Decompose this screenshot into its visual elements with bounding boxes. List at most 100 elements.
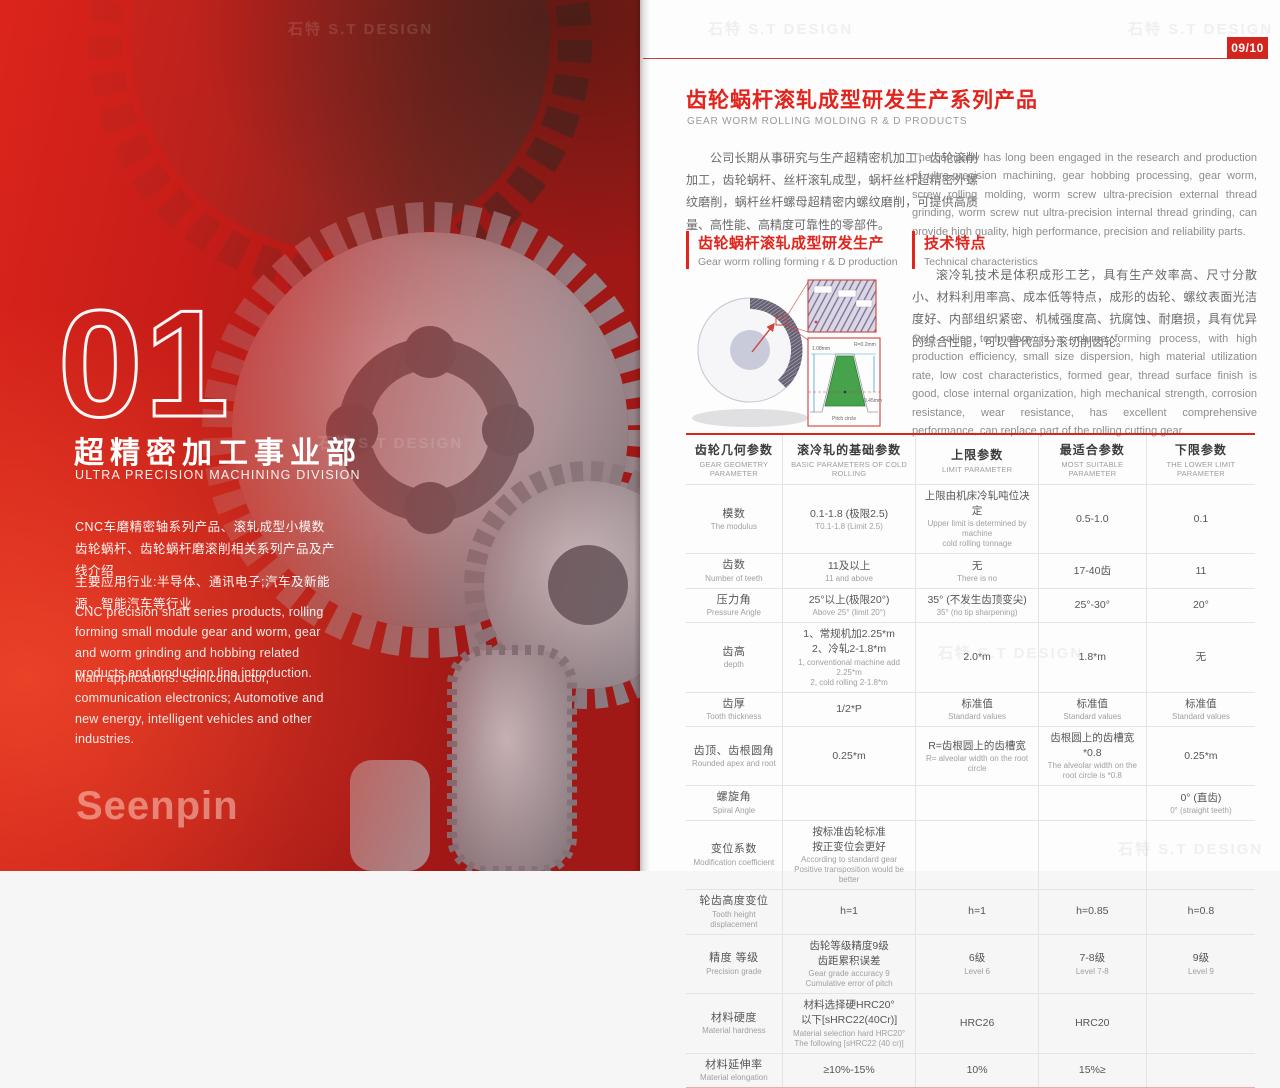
cell-line-en: Level 9 [1188,966,1214,976]
value-cell: 1.8*m [1039,623,1147,692]
cell-line-en: There is no [957,573,998,583]
parameter-name-cn: 模数 [722,507,746,520]
cell-line-cn: 无 [971,559,983,572]
brand-logo: Seenpin [76,784,239,828]
left-paragraph-cn-2: 主要应用行业:半导体、通讯电子;汽车及新能源、智能汽车等行业 [75,575,330,611]
parameter-cell: 齿顶、齿根圆角 Rounded apex and root [686,727,783,786]
cell-line-en: The alveolar width on the root circle is… [1047,761,1137,781]
column-header: 下限参数 THE LOWER LIMIT PARAMETER [1147,435,1255,484]
worm-roller-diagram: 1.08mm R=0.2mm 0.45mm Pitch circle [692,279,882,427]
column-header-en: GEAR GEOMETRY PARAMETER [699,460,769,478]
cell-line-cn: 标准值 [961,697,993,710]
svg-text:Pitch circle: Pitch circle [832,416,856,422]
cell-line-en: 11 and above [825,573,874,583]
cell-line-cn: 1.8*m [1078,650,1107,663]
cell-line-cn: 25°-30° [1074,598,1110,611]
value-cell: 11 [1147,554,1255,587]
value-cell: h=1 [783,890,917,934]
value-cell: 11及以上 11 and above [783,554,917,588]
value-cell: 9级 Level 9 [1147,935,1255,993]
cell-line-en: 35° (no tip sharpening) [936,608,1018,618]
svg-text:0.45mm: 0.45mm [864,398,882,404]
svg-text:R=0.2mm: R=0.2mm [854,342,876,348]
value-cell: 0.25*m [783,727,917,786]
section-header-production: 齿轮蜗杆滚轧成型研发生产 Gear worm rolling forming r… [686,231,898,269]
parameter-cell: 材料延伸率 Material elongation [686,1053,783,1087]
cell-line-cn: 0.1 [1193,512,1209,525]
roller-3d [697,297,803,403]
left-paragraph-cn-1: CNC车磨精密轴系列产品、滚轧成型小模数齿轮蜗杆、齿轮蜗杆磨滚削相关系列产品及产… [75,520,336,578]
value-cell: 17-40齿 [1039,554,1147,588]
value-cell: 25°以上(极限20°) Above 25° (limit 20°) [783,588,917,623]
value-cell: h=1 [916,890,1039,934]
value-cell: 0.5-1.0 [1039,485,1147,554]
parameter-name-en: Tooth height displacement [710,909,758,929]
cell-line-cn: 35° (不发生齿顶变尖) [927,593,1027,606]
value-cell: 15%≥ [1039,1053,1147,1087]
value-cell [1039,820,1147,890]
value-cell: 标准值 Standard values [1147,693,1255,726]
cell-line-cn: HRC26 [959,1016,995,1029]
value-cell [916,820,1039,890]
value-cell: 1、常规机加2.25*m 2、冷轧2-1.8*m 1, conventional m… [783,623,917,692]
value-cell: 按标准齿轮标准 按正变位会更好 According to standard gear… [783,820,917,890]
cell-line-en: 0° (straight teeth) [1170,805,1232,815]
column-header-en: BASIC PARAMETERS OF COLD ROLLING [791,460,908,478]
column-header-cn: 上限参数 [951,447,1004,462]
cell-line-en: Level 6 [964,966,990,976]
intro-paragraph-en: The company has long been engaged in the… [912,152,1257,238]
column-header: 最适合参数 MOST SUITABLE PARAMETER [1039,435,1147,484]
value-cell [1147,994,1255,1052]
cell-line-cn: 0.5-1.0 [1075,512,1109,525]
parameter-name-en: depth [723,660,744,670]
cell-line-cn: R=齿根圆上的齿槽宽 [928,739,1026,752]
cell-line-cn: 6级 [968,952,986,965]
table-row: 齿顶、齿根圆角 Rounded apex and root 0.25*m R=齿根圆上… [686,727,1255,787]
cell-line-cn: 0° (直齿) [1180,791,1222,804]
header-rule [643,58,1227,59]
parameter-name-cn: 材料延伸率 [705,1058,763,1071]
cell-line-cn: 15%≥ [1078,1063,1106,1076]
table-row: 精度 等级 Precision grade 齿轮等级精度9级 齿距累积误差 Gear g… [686,934,1255,995]
cell-line-cn: h=1 [840,905,858,918]
cell-line-cn: 材料选择硬HRC20° [803,999,895,1012]
parameter-cell: 螺旋角 Spiral Angle [686,786,783,820]
tooth-profile-callout: 1.08mm R=0.2mm 0.45mm Pitch circle [807,337,882,427]
left-paragraph-en-2: Main applications: semiconductor, commun… [75,671,324,746]
column-header-en: THE LOWER LIMIT PARAMETER [1166,460,1236,478]
table-row: 齿厚 Tooth thickness 1/2*P 标准值 Standard values… [686,692,1255,728]
cell-line-cn: 1/2*P [836,702,862,715]
parameter-cell: 齿数 Number of teeth [686,554,783,588]
value-cell: 35° (不发生齿顶变尖) 35° (no tip sharpening) [916,588,1039,623]
value-cell: 无 There is no [916,554,1039,588]
table-row: 材料硬度 Material hardness 材料选择硬HRC20° 以下[sHRC2… [686,994,1255,1054]
parameter-cell: 轮齿高度变位 Tooth height displacement [686,890,783,934]
parameter-cell: 精度 等级 Precision grade [686,934,783,994]
section-title-cn: 技术特点 [924,235,987,252]
page-gutter-shadow [634,0,650,871]
value-cell: ≥10%-15% [783,1053,917,1087]
value-cell: h=0.85 [1039,890,1147,934]
cell-line-cn: 1、常规机加2.25*m [803,628,895,641]
cell-line-cn: h=1 [968,905,986,918]
cell-line-cn: 按正变位会更好 [812,841,886,854]
parameter-cell: 齿高 depth [686,623,783,692]
column-header-cn: 滚冷轧的基础参数 [797,443,902,457]
red-gradient-overlay [0,0,640,871]
table-row: 材料延伸率 Material elongation ≥10%-15% 10% 15%≥ [686,1053,1255,1088]
section-number: 01 [56,279,232,449]
parameter-name-cn: 轮齿高度变位 [699,895,769,908]
cell-line-cn: 齿距累积误差 [817,954,881,967]
parameters-table: 齿轮几何参数 GEAR GEOMETRY PARAMETER 滚冷轧的基础参数 BAS… [686,433,1255,1088]
cell-line-en: According to standard gear [801,855,898,865]
parameter-name-en: Precision grade [706,966,762,976]
value-cell: 齿轮等级精度9级 齿距累积误差 Gear grade accuracy 9 Cumul… [783,934,917,994]
value-cell: 0.25*m [1147,727,1255,785]
value-cell: 7-8级 Level 7-8 [1039,934,1147,994]
parameter-name-cn: 材料硬度 [710,1011,757,1024]
table-row: 齿高 depth 1、常规机加2.25*m 2、冷轧2-1.8*m 1, convent… [686,623,1255,693]
parameter-name-en: Spiral Angle [712,805,756,815]
cell-line-cn: 0.1-1.8 (极限2.5) [809,507,889,520]
cell-line-cn: 0.25*m [1184,749,1218,762]
column-header: 齿轮几何参数 GEAR GEOMETRY PARAMETER [686,435,783,484]
